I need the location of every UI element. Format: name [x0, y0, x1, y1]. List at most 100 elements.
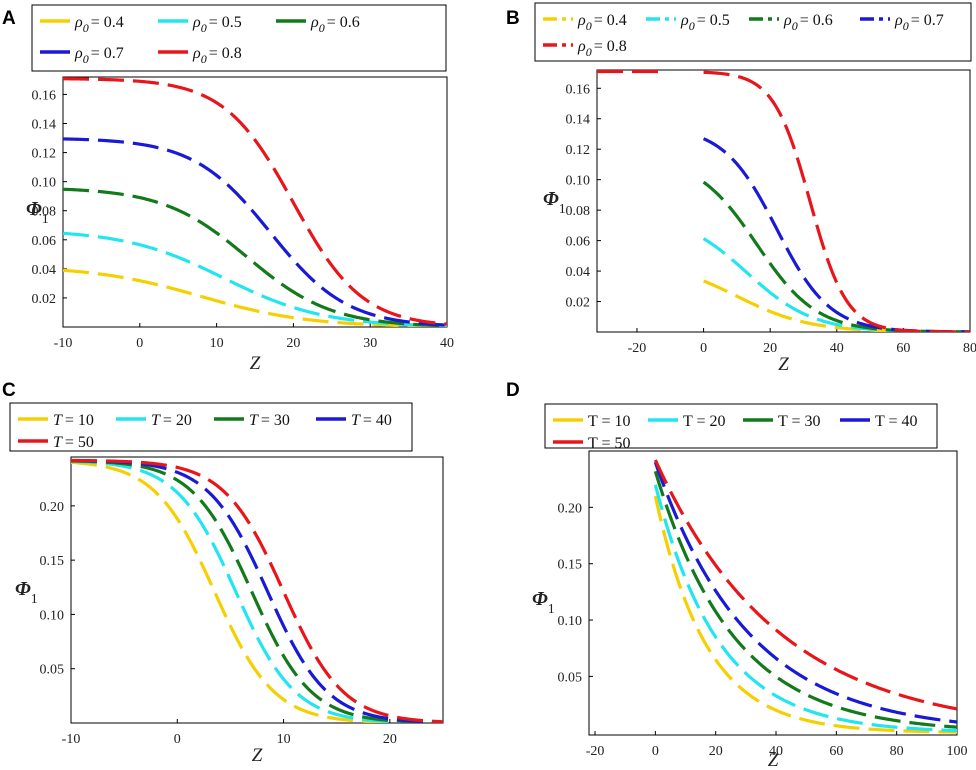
- x-tick-label: 40: [440, 336, 454, 351]
- series-group: [597, 70, 970, 332]
- x-axis-label: Z: [778, 354, 789, 375]
- legend-value: = 0.8: [209, 45, 242, 62]
- series-line-3: [63, 187, 447, 327]
- x-tick-label: 10: [277, 732, 291, 747]
- y-tick-label: 0.16: [566, 82, 591, 97]
- legend-value: = 0.6: [327, 14, 360, 31]
- legend-item: T = 30: [743, 413, 821, 430]
- legend-value: = 30: [261, 412, 290, 429]
- series-line-1: [71, 460, 443, 723]
- y-tick-label: 0.05: [558, 670, 583, 685]
- x-tick-label: 0: [652, 744, 659, 759]
- x-tick-label: -10: [54, 336, 73, 351]
- legend-subscript: 0: [83, 52, 89, 66]
- y-tick-label: 0.15: [40, 554, 65, 569]
- x-tick-label: 40: [769, 744, 783, 759]
- legend-value: = 0.4: [91, 14, 124, 31]
- legend-item: ρ0 = 0.6: [749, 12, 833, 33]
- legend-item: T = 40: [316, 412, 392, 429]
- series-group: [71, 458, 443, 723]
- panel-letter-d: D: [506, 380, 520, 401]
- legend-item: T = 10: [18, 412, 94, 429]
- legend-value: T = 10: [588, 413, 631, 430]
- x-axis-label: Z: [252, 745, 263, 766]
- legend-label: ρ0 = 0.5: [680, 12, 730, 33]
- x-tick-label: 60: [829, 744, 843, 759]
- x-tick-label: 80: [890, 744, 904, 759]
- series-group: [63, 77, 447, 327]
- y-axis-label: Φ1: [543, 188, 566, 217]
- y-tick-label: 0.15: [558, 558, 583, 573]
- legend-item: T = 20: [116, 412, 192, 429]
- legend-label: T = 30: [778, 413, 821, 430]
- legend-item: ρ0 = 0.7: [860, 12, 944, 33]
- legend-value: = 0.5: [697, 12, 730, 29]
- legend-value: = 0.6: [800, 12, 833, 29]
- legend-value: T = 20: [683, 413, 726, 430]
- legend-item: T = 50: [553, 435, 631, 452]
- legend-symbol: ρ: [192, 45, 201, 62]
- y-axis-label-subscript: 1: [42, 212, 49, 227]
- y-axis-label-symbol: Φ: [543, 188, 559, 210]
- legend-label: ρ0 = 0.8: [577, 38, 627, 59]
- y-tick-label: 0.20: [40, 500, 65, 515]
- chart-panel-a: -10 0 10 20 30 400.020.040.060.080.100.120.14…: [26, 4, 454, 374]
- x-tick-label: 40: [830, 341, 844, 356]
- legend-label: T = 20: [683, 413, 726, 430]
- legend-value: T = 30: [778, 413, 821, 430]
- legend-item: T = 40: [840, 413, 918, 430]
- legend-subscript: 0: [201, 21, 207, 35]
- legend-label: ρ0 = 0.5: [192, 14, 242, 35]
- chart-panel-d: -20 0 20 40 60 80 100 0.05 0.10 0.15 0.20 Z Φ1 T = 10…: [532, 403, 968, 770]
- legend-symbol: ρ: [680, 12, 689, 29]
- legend-subscript: 0: [689, 19, 695, 33]
- plot-area: [62, 76, 448, 328]
- y-tick-label: 0.16: [32, 88, 57, 103]
- x-axis-label: Z: [250, 353, 261, 374]
- series-line-4: [63, 137, 447, 327]
- series-line-3: [702, 180, 970, 332]
- legend-symbol: ρ: [74, 45, 83, 62]
- y-tick-label: 0.10: [558, 614, 583, 629]
- legend-label: ρ0 = 0.4: [577, 12, 627, 33]
- legend-item: ρ0 = 0.4: [543, 12, 627, 33]
- legend-item: ρ0 = 0.6: [276, 14, 360, 35]
- x-tick-label: 30: [363, 336, 377, 351]
- legend-label: T = 40: [351, 412, 392, 429]
- legend-box: [31, 4, 447, 72]
- x-tick-label: -20: [628, 341, 647, 356]
- legend-symbol: T: [351, 412, 361, 429]
- y-tick-label: 0.10: [566, 174, 591, 189]
- y-tick-label: 0.04: [566, 265, 591, 280]
- legend-value: = 0.7: [91, 45, 124, 62]
- y-tick-label: 0.06: [566, 235, 591, 250]
- series-line-3: [653, 470, 957, 729]
- x-tick-label: 0: [174, 732, 181, 747]
- legend-value: = 0.5: [209, 14, 242, 31]
- legend-item: ρ0 = 0.8: [543, 38, 627, 59]
- y-axis-label-subscript: 1: [559, 202, 566, 217]
- legend: T = 10 T = 20 T = 30 T = 40T = 50: [9, 402, 413, 452]
- legend-symbol: T: [53, 434, 63, 451]
- series-line-1: [653, 495, 957, 734]
- legend-item: T = 50: [18, 434, 94, 451]
- y-tick-label: 0.10: [32, 176, 57, 191]
- x-tick-label: -10: [62, 732, 81, 747]
- series-line-4: [653, 461, 957, 724]
- x-tick-label: 20: [383, 732, 397, 747]
- x-tick-label: 20: [709, 744, 723, 759]
- legend-value: = 20: [163, 412, 192, 429]
- x-tick-label: 0: [700, 341, 707, 356]
- legend-symbol: ρ: [74, 14, 83, 31]
- series-line-5: [703, 70, 970, 332]
- legend-symbol: T: [249, 412, 259, 429]
- y-axis-label: Φ1: [15, 578, 38, 607]
- y-tick-label: 0.12: [32, 147, 57, 162]
- y-tick-label: 0.14: [566, 113, 591, 128]
- x-tick-label: 0: [136, 336, 143, 351]
- legend-label: T = 50: [588, 435, 631, 452]
- legend-symbol: ρ: [894, 12, 903, 29]
- y-axis-label-symbol: Φ: [26, 198, 42, 220]
